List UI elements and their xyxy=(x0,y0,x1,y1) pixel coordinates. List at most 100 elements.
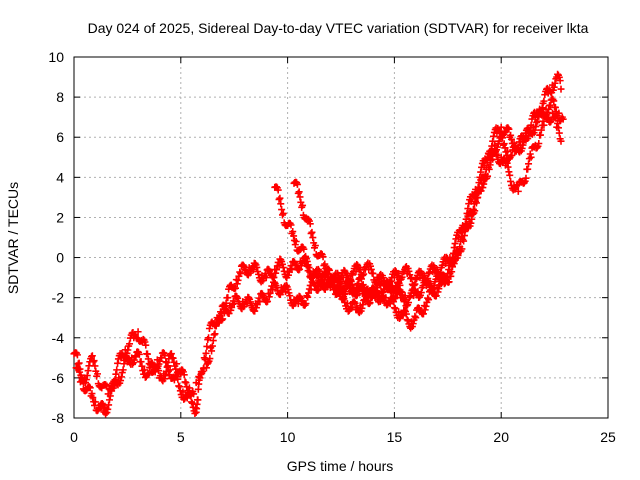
data-point xyxy=(504,147,512,155)
data-point xyxy=(548,109,556,117)
data-point xyxy=(401,306,409,314)
data-point xyxy=(253,263,261,271)
data-point xyxy=(507,131,515,139)
data-point xyxy=(383,279,391,287)
data-point xyxy=(192,379,200,387)
data-point xyxy=(288,266,296,274)
data-point xyxy=(472,199,480,207)
data-point xyxy=(405,267,413,275)
data-point xyxy=(231,284,239,292)
data-point xyxy=(447,272,455,280)
data-point xyxy=(552,114,560,122)
data-point xyxy=(432,292,440,300)
data-point xyxy=(163,363,171,371)
data-point xyxy=(493,143,501,151)
data-point xyxy=(527,121,535,129)
data-point xyxy=(555,129,563,137)
data-point xyxy=(209,337,217,345)
data-point xyxy=(480,180,488,188)
data-point xyxy=(287,221,295,229)
data-point xyxy=(196,374,204,382)
data-point xyxy=(387,277,395,285)
data-point xyxy=(460,237,468,245)
data-point xyxy=(141,338,149,346)
data-point xyxy=(527,153,535,161)
data-point xyxy=(463,221,471,229)
data-point xyxy=(500,140,508,148)
data-point xyxy=(246,298,254,306)
data-point xyxy=(265,266,273,274)
data-point xyxy=(144,355,152,363)
data-point xyxy=(322,264,330,272)
data-point xyxy=(407,275,415,283)
data-point xyxy=(305,264,313,272)
data-point xyxy=(220,309,228,317)
data-point xyxy=(403,316,411,324)
data-point xyxy=(262,274,270,282)
data-point xyxy=(461,226,469,234)
data-point xyxy=(480,161,488,169)
data-point xyxy=(460,232,468,240)
data-point xyxy=(236,268,244,276)
y-tick-label: 4 xyxy=(56,169,64,185)
data-point xyxy=(354,280,362,288)
data-point xyxy=(435,285,443,293)
data-point xyxy=(255,270,263,278)
data-point xyxy=(424,275,432,283)
data-point xyxy=(366,299,374,307)
data-point xyxy=(377,295,385,303)
data-point xyxy=(274,186,282,194)
data-point xyxy=(93,370,101,378)
data-point xyxy=(404,317,412,325)
data-point xyxy=(278,206,286,214)
series-track-b xyxy=(72,70,565,399)
data-point xyxy=(495,137,503,145)
data-point xyxy=(398,288,406,296)
data-point xyxy=(389,288,397,296)
data-point xyxy=(332,276,340,284)
data-point xyxy=(146,364,154,372)
data-point xyxy=(88,352,96,360)
data-point xyxy=(421,306,429,314)
data-point xyxy=(202,364,210,372)
data-point xyxy=(85,362,93,370)
data-point xyxy=(532,123,540,131)
chart-title: Day 024 of 2025, Sidereal Day-to-day VTE… xyxy=(88,20,589,36)
data-point xyxy=(504,163,512,171)
data-point xyxy=(507,135,515,143)
data-point xyxy=(302,300,310,308)
data-point xyxy=(551,113,559,121)
data-point xyxy=(85,383,93,391)
data-point xyxy=(266,289,274,297)
data-point xyxy=(205,334,213,342)
data-point xyxy=(549,95,557,103)
y-tick-label: 0 xyxy=(56,250,64,266)
data-point xyxy=(497,123,505,131)
data-point xyxy=(91,401,99,409)
data-point xyxy=(448,268,456,276)
data-point xyxy=(477,168,485,176)
data-point xyxy=(395,270,403,278)
y-tick-label: -8 xyxy=(52,410,65,426)
data-point xyxy=(392,282,400,290)
data-point xyxy=(301,254,309,262)
data-point xyxy=(161,372,169,380)
data-point xyxy=(508,151,516,159)
data-point xyxy=(424,294,432,302)
data-point xyxy=(471,207,479,215)
data-point xyxy=(233,280,241,288)
data-point xyxy=(167,350,175,358)
data-point xyxy=(105,396,113,404)
data-point xyxy=(286,292,294,300)
y-tick-label: 8 xyxy=(56,89,64,105)
x-tick-label: 0 xyxy=(70,429,78,445)
data-point xyxy=(557,85,565,93)
data-point xyxy=(367,265,375,273)
data-point xyxy=(74,364,82,372)
data-point xyxy=(504,124,512,132)
data-point xyxy=(302,257,310,265)
data-point xyxy=(105,401,113,409)
data-point xyxy=(119,366,127,374)
data-point xyxy=(237,270,245,278)
data-point xyxy=(366,262,374,270)
